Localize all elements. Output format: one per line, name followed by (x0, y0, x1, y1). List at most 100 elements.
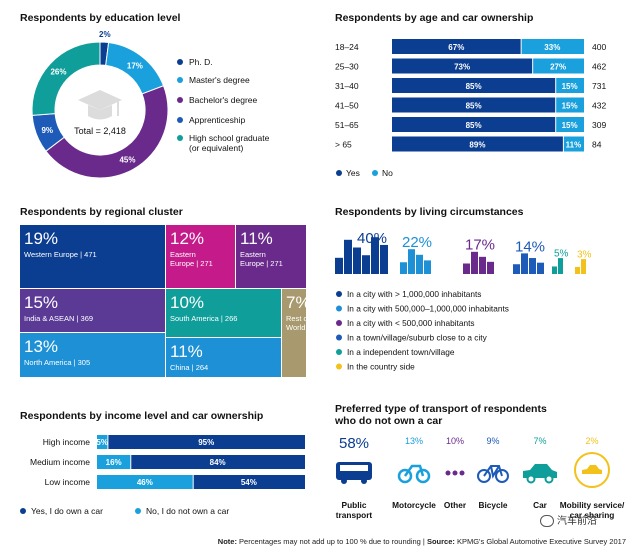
education-legend-dot (177, 117, 183, 123)
donut-slice-label: 45% (119, 155, 135, 164)
transport-title-line2: who do not own a car (335, 415, 443, 427)
living-legend-dot (336, 334, 342, 341)
age-bar-no-label: 15% (562, 121, 578, 130)
age-bar-yes-label: 89% (469, 141, 485, 150)
building (353, 247, 361, 274)
age-bar-no (556, 117, 584, 132)
treemap-cell (166, 289, 281, 337)
age-title: Respondents by age and car ownership (335, 12, 534, 24)
transport-label: Mobility service/car sharing (560, 500, 625, 520)
sharing-circle (574, 452, 610, 488)
treemap-cell-label-line: Eastern (240, 250, 266, 259)
building (380, 244, 388, 274)
building (537, 262, 544, 274)
transport-pct: 9% (486, 436, 499, 446)
education-legend-dot (177, 135, 183, 141)
building (529, 258, 536, 274)
treemap-cell-label: India & ASEAN | 369 (24, 314, 93, 323)
treemap-cell-pct: 15% (24, 293, 58, 312)
education-total-label: Total = 2,418 (74, 126, 126, 136)
age-row-label: > 65 (335, 140, 352, 150)
age-row-label: 31–40 (335, 81, 359, 91)
treemap-cell (166, 338, 281, 377)
living-legend-item: In a independent town/village (347, 347, 455, 357)
age-bar-yes (392, 117, 556, 132)
income-legend-no: No, I do not own a car (146, 506, 229, 516)
treemap-cell-label: Eastern Europe | 271 (170, 250, 213, 268)
education-legend-dot (177, 97, 183, 103)
education-legend-item: Apprenticeship (189, 115, 246, 125)
transport-label-line: Public (342, 500, 367, 510)
building (513, 264, 520, 274)
source-label: Source: (426, 537, 455, 546)
motorcycle-frame (403, 464, 425, 477)
building (416, 254, 423, 274)
treemap-cell-pct: 13% (24, 337, 58, 356)
donut-slice (31, 41, 101, 116)
living-pct: 22% (402, 234, 432, 251)
age-bar-no (556, 97, 584, 113)
age-bar-yes-label: 67% (448, 43, 464, 52)
treemap-cell-label: Eastern Europe | 271 (240, 250, 283, 268)
wechat-icon (540, 515, 554, 527)
city-buildings-icon (552, 258, 563, 274)
treemap-cell-pct: 12% (170, 229, 204, 248)
watermark-text: 汽车前沿 (557, 516, 597, 527)
treemap-cell (166, 225, 235, 288)
treemap-cell-label-line: Eastern (170, 250, 196, 259)
living-title: Respondents by living circumstances (335, 206, 524, 218)
city-buildings-icon (400, 249, 431, 274)
living-legend-dot (336, 363, 342, 370)
transport-label-line: transport (336, 510, 373, 520)
income-row-label: High income (43, 437, 91, 447)
watermark: 汽车前沿 (540, 512, 597, 527)
treemap-cell-pct: 7% (286, 293, 311, 312)
income-bar-no (97, 475, 193, 489)
education-legend-item: High school graduate (or equivalent) (189, 133, 270, 153)
income-legend-no-dot (135, 508, 141, 514)
note-text: Percentages may not add up to 100 % due … (236, 537, 427, 546)
city-buildings-icon (513, 253, 544, 274)
building (471, 251, 478, 274)
education-legend-dot (177, 59, 183, 65)
transport-title-line1: Preferred type of transport of responden… (335, 403, 547, 415)
education-legend-dot (177, 77, 183, 83)
building (400, 262, 407, 274)
building (424, 260, 431, 274)
bicycle-frame (483, 465, 503, 479)
income-bar-no-label: 16% (106, 458, 122, 467)
treemap-cell-label-line: North America | 305 (24, 358, 90, 367)
income-bar-yes-label: 84% (210, 458, 226, 467)
age-bar-no (556, 78, 584, 93)
education-title: Respondents by education level (20, 12, 181, 24)
living-legend-item: In a town/village/suburb close to a city (347, 333, 488, 343)
building (371, 237, 379, 274)
donut-slice (45, 85, 169, 179)
transport-pct: 10% (446, 436, 464, 446)
income-title: Respondents by income level and car owne… (20, 410, 264, 422)
living-pct: 5% (554, 248, 569, 259)
treemap-cell-pct: 10% (170, 293, 204, 312)
building (487, 261, 494, 274)
living-legend-dot (336, 320, 342, 326)
treemap-cell-label: China | 264 (170, 363, 208, 372)
education-donut-chart: 2% 17% 45% 9% 26% Total = 2,418 Ph. D. Master… (31, 30, 270, 179)
sharing-car (582, 465, 602, 474)
dots-icon (445, 470, 465, 476)
transport-label: Car (533, 500, 548, 510)
donut-slice-label: 9% (41, 126, 53, 135)
bicycle-wheel (477, 469, 491, 483)
donut-slice-label: 17% (127, 62, 143, 71)
transport-label-line: Car (533, 500, 548, 510)
building (344, 239, 352, 274)
bus-wheel (341, 478, 347, 484)
building (335, 257, 343, 274)
transport-pct: 58% (339, 435, 369, 452)
age-row-count: 731 (592, 81, 606, 91)
dot (459, 470, 465, 476)
motorcycle-wheel (415, 468, 431, 484)
age-legend-yes: Yes (346, 168, 360, 178)
donut-slice-label: 2% (99, 30, 111, 39)
